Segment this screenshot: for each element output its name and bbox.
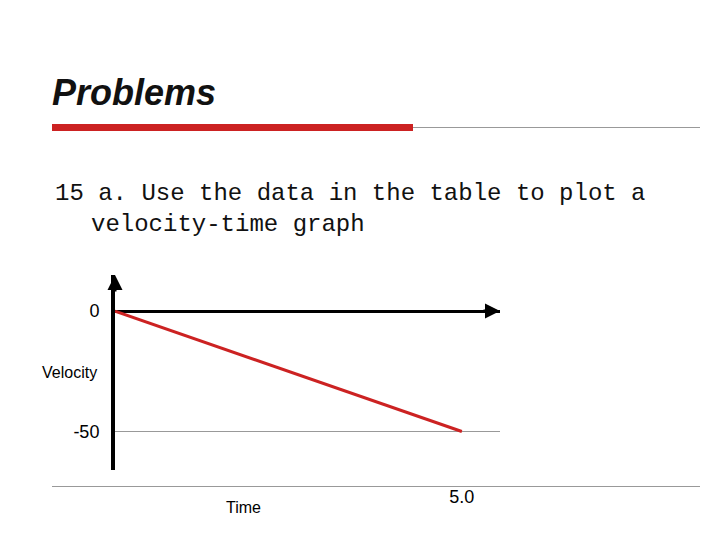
svg-text:Velocity: Velocity — [42, 364, 97, 381]
svg-text:5.0: 5.0 — [449, 487, 474, 507]
html-text:Problems: Problems — [52, 72, 217, 113]
svg-text:0: 0 — [89, 301, 99, 321]
html-text:15 a. Use the data in the tabl: 15 a. Use the data in the table to plot … — [55, 180, 646, 238]
svg-text:Time: Time — [226, 499, 261, 516]
svg-text:-50: -50 — [73, 422, 99, 442]
